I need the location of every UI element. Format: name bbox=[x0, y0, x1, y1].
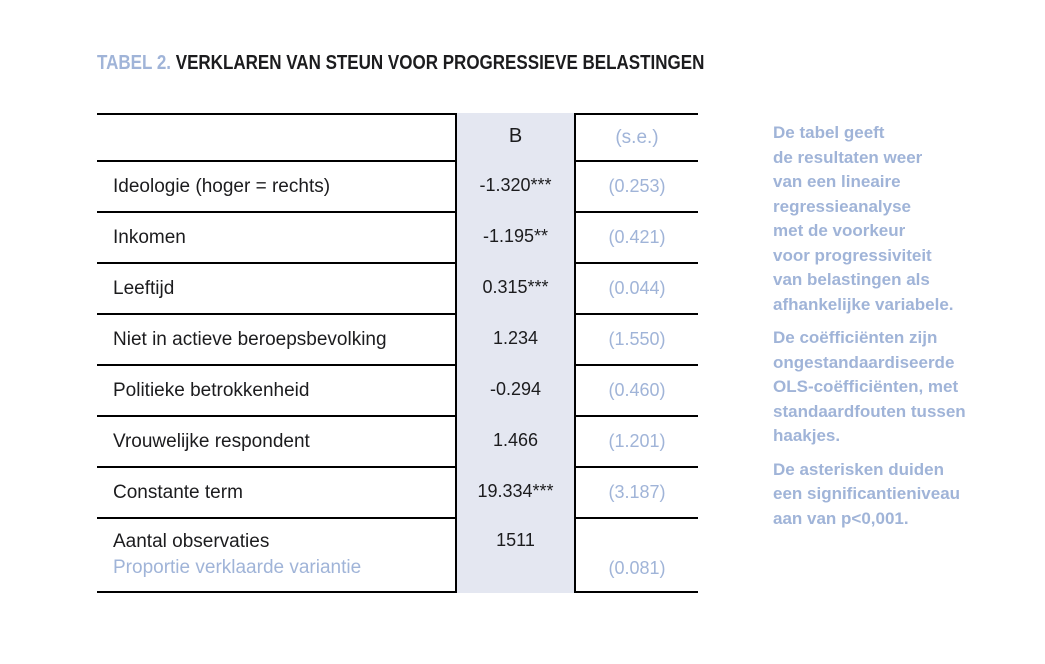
margin-note-coefficients: De coëfficiënten zijn ongestandaardiseer… bbox=[773, 328, 966, 445]
coefficient-value: 19.334*** bbox=[455, 466, 576, 517]
header-coefficient-column: B bbox=[455, 113, 576, 160]
footer-labels: Aantal observaties Proportie verklaarde … bbox=[97, 517, 455, 593]
coefficient-value: 0.315*** bbox=[455, 262, 576, 313]
row-label: Niet in actieve beroepsbevolking bbox=[97, 313, 455, 364]
margin-note-significance: De asterisken duiden een significantieni… bbox=[773, 459, 961, 528]
margin-notes: De tabel geeft de resultaten weer van ee… bbox=[773, 121, 1023, 540]
observations-label: Aantal observaties bbox=[113, 531, 270, 552]
standard-error-value: (1.550) bbox=[576, 313, 698, 364]
page-title: TABEL 2. VERKLAREN VAN STEUN VOOR PROGRE… bbox=[97, 52, 704, 75]
header-empty-cell bbox=[97, 113, 455, 160]
standard-error-value: (0.253) bbox=[576, 160, 698, 211]
explained-variance-label: Proportie verklaarde variantie bbox=[113, 557, 362, 578]
standard-error-value: (1.201) bbox=[576, 415, 698, 466]
standard-error-value: (0.460) bbox=[576, 364, 698, 415]
table-footer-row: Aantal observaties Proportie verklaarde … bbox=[97, 517, 698, 593]
row-label: Constante term bbox=[97, 466, 455, 517]
header-standard-error-column: (s.e.) bbox=[576, 113, 698, 160]
regression-table: B (s.e.) Ideologie (hoger = rechts) -1.3… bbox=[97, 113, 698, 593]
table-number-label: TABEL 2. bbox=[97, 52, 172, 74]
coefficient-value: -1.195** bbox=[455, 211, 576, 262]
standard-error-value: (0.421) bbox=[576, 211, 698, 262]
row-label: Inkomen bbox=[97, 211, 455, 262]
row-label: Leeftijd bbox=[97, 262, 455, 313]
row-label: Politieke betrokkenheid bbox=[97, 364, 455, 415]
table-header-row: B (s.e.) bbox=[97, 113, 698, 160]
standard-error-value: (0.044) bbox=[576, 262, 698, 313]
table-row: Constante term 19.334*** (3.187) bbox=[97, 466, 698, 517]
table-row: Politieke betrokkenheid -0.294 (0.460) bbox=[97, 364, 698, 415]
standard-error-value: (3.187) bbox=[576, 466, 698, 517]
row-label: Vrouwelijke respondent bbox=[97, 415, 455, 466]
observations-value: 1511 bbox=[455, 517, 576, 593]
table-row: Leeftijd 0.315*** (0.044) bbox=[97, 262, 698, 313]
coefficient-value: 1.234 bbox=[455, 313, 576, 364]
coefficient-value: -0.294 bbox=[455, 364, 576, 415]
row-label: Ideologie (hoger = rechts) bbox=[97, 160, 455, 211]
table-row: Inkomen -1.195** (0.421) bbox=[97, 211, 698, 262]
coefficient-value: 1.466 bbox=[455, 415, 576, 466]
table-title-text: VERKLAREN VAN STEUN VOOR PROGRESSIEVE BE… bbox=[171, 52, 705, 74]
table-row: Vrouwelijke respondent 1.466 (1.201) bbox=[97, 415, 698, 466]
table-row: Ideologie (hoger = rechts) -1.320*** (0.… bbox=[97, 160, 698, 211]
explained-variance-value: (0.081) bbox=[576, 517, 698, 593]
table-row: Niet in actieve beroepsbevolking 1.234 (… bbox=[97, 313, 698, 364]
margin-note-description: De tabel geeft de resultaten weer van ee… bbox=[773, 123, 954, 314]
coefficient-value: -1.320*** bbox=[455, 160, 576, 211]
